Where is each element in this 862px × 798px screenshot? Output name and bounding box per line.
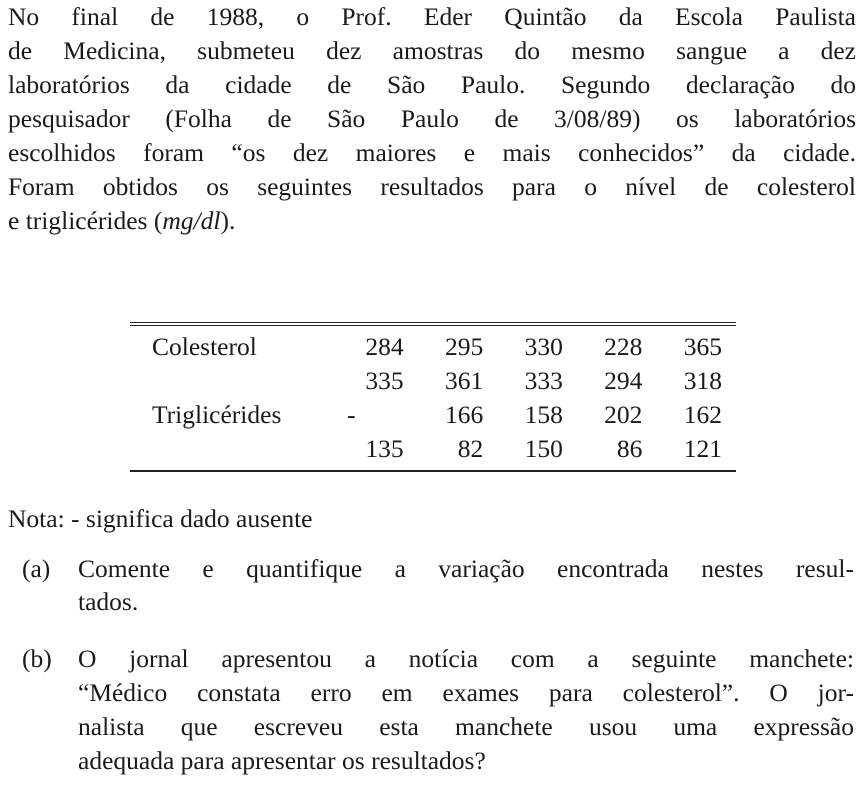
text-line: No final de 1988, o Prof. Eder Quintão d… — [8, 2, 856, 31]
text-line: de Medicina, submeteu dez amostras do me… — [8, 36, 856, 65]
text-line: Comente e quantifique a variação encontr… — [78, 554, 854, 583]
table-cell: 150 — [524, 434, 563, 463]
text-line: e triglicérides (mg/dl). — [8, 206, 236, 235]
results-table: Colesterol 284 295 330 228 365 335 361 333 294 318… — [130, 322, 736, 472]
table-cell: 162 — [683, 400, 722, 429]
table-row: Colesterol 284 295 330 228 365 — [130, 326, 736, 364]
table-row: Triglicérides - 166 158 202 162 — [130, 398, 736, 432]
text-line: tados. — [78, 587, 139, 616]
row-label: Triglicérides — [152, 400, 282, 429]
table-cell: 361 — [444, 366, 484, 395]
table-cell: 318 — [683, 366, 722, 395]
table-cell: 295 — [444, 332, 484, 361]
text-line: adequada para apresentar os resultados? — [78, 746, 486, 775]
row-label — [130, 432, 321, 471]
table-cell: 202 — [604, 400, 643, 429]
item-marker: (b) — [22, 644, 52, 673]
text-line: Foram obtidos os seguintes resultados pa… — [8, 172, 856, 201]
table-cell: 284 — [365, 332, 404, 361]
row-label — [130, 364, 321, 398]
text-line: escolhidos foram “os dez maiores e mais … — [8, 138, 856, 167]
table-cell: 294 — [604, 366, 643, 395]
row-label: Colesterol — [152, 332, 257, 361]
table-cell: 121 — [683, 434, 722, 463]
table-cell: 166 — [444, 400, 484, 429]
text-line: O jornal apresentou a notícia com a segu… — [78, 644, 854, 673]
table-cell: 158 — [524, 400, 563, 429]
table-cell: 330 — [524, 332, 563, 361]
table-cell: 82 — [457, 434, 484, 463]
table-cell: 228 — [604, 332, 643, 361]
table-row: 135 82 150 86 121 — [130, 432, 736, 471]
item-marker: (a) — [22, 554, 51, 583]
table-cell: 365 — [683, 332, 722, 361]
text-line: “Médico constata erro em exames para col… — [78, 678, 854, 707]
table-cell: 335 — [365, 366, 404, 395]
note: Nota: - significa dado ausente — [8, 504, 313, 533]
table-cell: 333 — [524, 366, 563, 395]
text-line: nalista que escreveu esta manchete usou … — [78, 712, 854, 741]
table-cell: 86 — [616, 434, 643, 463]
table-row: 335 361 333 294 318 — [130, 364, 736, 398]
table-cell: - — [347, 400, 356, 429]
text-line: laboratórios da cidade de São Paulo. Seg… — [8, 70, 856, 99]
text-line: pesquisador (Folha de São Paulo de 3/08/… — [8, 104, 856, 133]
table-cell: 135 — [365, 434, 404, 463]
